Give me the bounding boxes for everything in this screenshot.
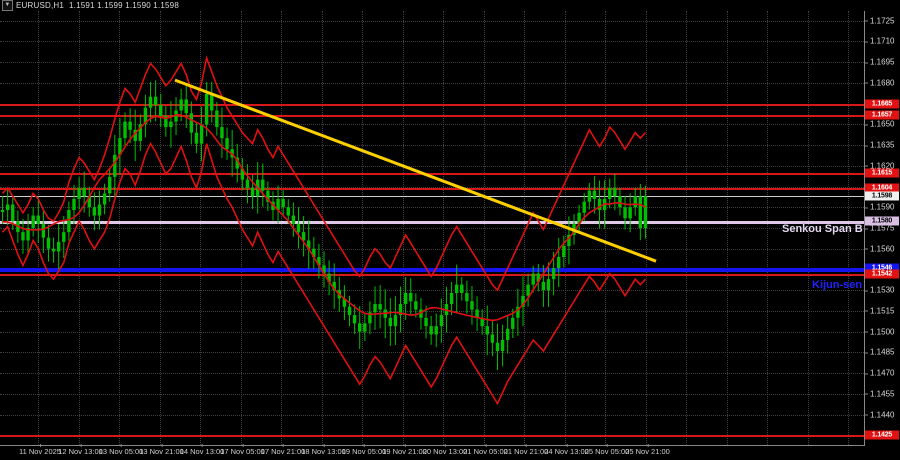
price-level-line[interactable] [0,435,864,438]
time-tick-label: 24 Nov 13:00 [544,444,589,456]
time-tick-label: 19 Nov 05:00 [341,444,387,456]
upper-band-line [1,55,647,292]
chart-plot-area[interactable]: Senkou Span B 4H Kijun-sen 4H [0,11,865,446]
candlestick-series [0,80,648,371]
time-tick-label: 19 Nov 21:00 [382,444,427,456]
price-tick-label: 1.1515 [864,306,895,316]
grid-line-horizontal [0,373,864,375]
price-level-badge[interactable]: 1.1580 [865,216,899,226]
grid-line-horizontal [0,165,864,167]
price-tick-label: 1.1575 [864,223,895,233]
time-tick-label: 21 Nov 05:00 [463,444,508,456]
price-tick-label: 1.1500 [864,327,895,337]
time-tick-label: 14 Nov 13:00 [179,444,225,456]
lower-band-line [1,141,647,406]
time-tick-label: 13 Nov 05:00 [98,444,144,456]
price-tick-label: 1.1590 [864,202,895,212]
time-tick-label: 12 Nov 13:00 [58,444,103,456]
time-tick-label: 11 Nov 2025 [19,444,61,456]
price-tick-label: 1.1695 [864,57,895,67]
trend-line[interactable] [174,78,657,263]
price-level-line[interactable] [0,221,864,225]
price-tick-label: 1.1635 [864,140,895,150]
time-tick-label: 17 Nov 21:00 [260,444,306,456]
price-level-badge[interactable]: 1.1604 [865,183,899,193]
time-tick-label: 17 Nov 05:00 [220,444,265,456]
grid-line-horizontal [0,82,864,84]
grid-line-horizontal [0,310,864,312]
price-series-layer [0,55,648,406]
price-level-line[interactable] [0,103,864,106]
price-level-badge[interactable]: 1.1598 [865,191,899,201]
price-level-line[interactable] [0,114,864,117]
time-tick-label: 20 Nov 13:00 [422,444,468,456]
grid-line-horizontal [0,41,864,43]
price-level-badge[interactable]: 1.1542 [865,269,899,279]
time-tick-label: 25 Nov 05:00 [584,444,630,456]
price-level-line[interactable] [0,187,864,190]
grid-line-horizontal [0,207,864,209]
grid-line-horizontal [0,186,864,188]
grid-line-horizontal [0,124,864,126]
grid-line-horizontal [0,290,864,292]
price-tick-label: 1.1455 [864,389,895,399]
price-level-badge[interactable]: 1.1615 [865,168,899,178]
price-tick-label: 1.1725 [864,16,895,26]
time-tick-label: 18 Nov 13:00 [301,444,346,456]
grid-line-horizontal [0,248,864,250]
trendline-layer[interactable] [0,11,864,445]
chart-label-senkou[interactable]: Senkou Span B 4H [782,223,864,235]
grid-line-horizontal [0,352,864,354]
price-level-line[interactable] [0,196,864,198]
price-tick-label: 1.1485 [864,347,895,357]
ohlc-values: 1.1591 1.1599 1.1590 1.1598 [69,1,179,10]
price-tick-label: 1.1530 [864,285,895,295]
symbol-label: EURUSD,H1 [16,1,65,10]
time-tick-label: 25 Nov 21:00 [625,444,670,456]
price-level-badge[interactable]: 1.1425 [865,430,899,440]
chevron-down-icon[interactable]: ▼ [2,0,13,12]
chart-label-kijun[interactable]: Kijun-sen 4H [812,279,864,291]
price-tick-label: 1.1560 [864,244,895,254]
price-tick-label: 1.1440 [864,410,895,420]
grid-line-horizontal [0,62,864,64]
price-level-line[interactable] [0,268,864,273]
grid-line-horizontal [0,20,864,22]
time-tick-label: 13 Nov 21:00 [139,444,184,456]
price-tick-label: 1.1710 [864,36,895,46]
grid-line-horizontal [0,228,864,229]
time-axis[interactable]: 11 Nov 2025 12 Nov 13:00 13 Nov 05:00 13 No… [0,444,864,460]
time-tick-label: 21 Nov 21:00 [503,444,549,456]
grid-line-horizontal [0,145,864,147]
price-tick-label: 1.1650 [864,119,895,129]
price-level-badge[interactable]: 1.1546 [865,263,899,273]
grid-line-horizontal [0,414,864,416]
price-level-line[interactable] [0,172,864,175]
grid-line-horizontal [0,393,864,395]
middle-band-line [2,113,646,322]
price-axis[interactable]: 1.17251.17101.16951.16801.16651.16501.16… [864,11,900,445]
price-level-badge[interactable]: 1.1665 [865,99,899,109]
price-tick-label: 1.1680 [864,78,895,88]
symbol-header: ▼ EURUSD,H1 1.1591 1.1599 1.1590 1.1598 [0,0,179,12]
price-tick-label: 1.1620 [864,161,895,171]
price-level-badge[interactable]: 1.1657 [865,110,899,120]
price-tick-label: 1.1470 [864,368,895,378]
